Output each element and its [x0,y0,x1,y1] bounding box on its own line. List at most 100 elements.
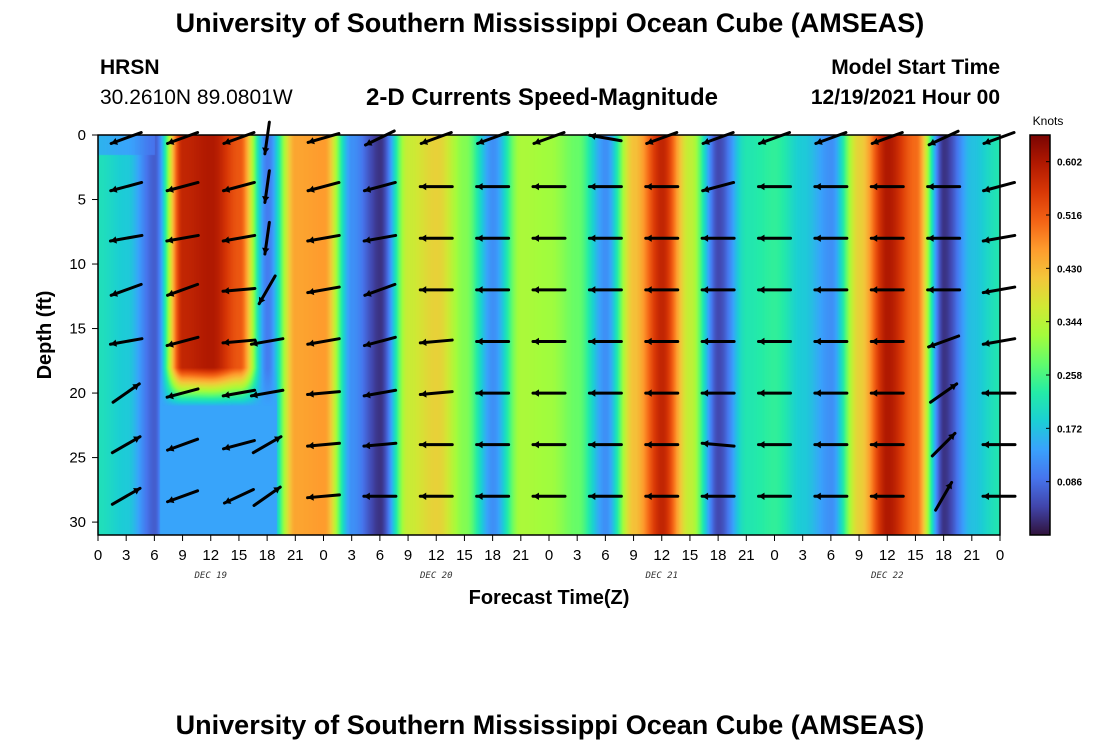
x-tick-label: 3 [799,547,807,564]
vector-arrowhead [983,441,989,449]
x-tick-label: 6 [827,547,835,564]
vector-arrowhead [308,137,315,145]
vector-arrowhead [645,286,652,294]
vector-arrowhead [223,391,230,399]
vector-arrowhead [871,286,878,294]
vector-arrowhead [589,182,596,191]
vector-arrowhead [363,441,371,450]
vector-arrowhead [929,138,937,146]
x-tick-label: 15 [231,547,248,564]
vector-arrowhead [167,340,174,348]
vector-arrowhead [273,436,281,443]
vector-arrowhead [307,493,314,501]
vector-arrowhead [167,444,175,452]
vector-arrowhead [589,337,596,346]
vector-arrowhead [476,441,483,449]
vector-arrowhead [645,492,652,500]
vector-arrowhead [945,482,952,490]
vector-arrowhead [133,488,141,495]
vector-arrowhead [928,341,936,349]
vector-arrowhead [702,234,709,242]
x-tick-label: 6 [150,547,158,564]
vector-arrowhead [702,185,710,193]
vector-arrowhead [420,390,427,398]
vector-arrowhead [758,286,765,294]
vector-arrowhead [814,389,821,397]
vector-arrowhead [589,132,597,140]
vector-arrowhead [167,185,174,193]
x-tick-label: 3 [122,547,130,564]
speed-heatmap [98,135,1000,535]
vector-arrowhead [167,137,175,145]
vector-arrowhead [307,287,315,296]
vector-arrowhead [476,389,483,397]
vector-arrowhead [871,182,878,191]
x-tick-label: 15 [456,547,473,564]
vector-arrowhead [111,289,119,297]
station-coordinates: 30.2610N 89.0801W [100,86,293,109]
vector-arrowhead [307,441,314,450]
model-start-label: Model Start Time [831,56,1000,79]
colorbar-label: 0.430 [1057,264,1082,275]
x-tick-label: 9 [629,547,637,564]
colorbar-label: 0.602 [1057,158,1082,169]
vector-arrowhead [814,337,821,346]
vector-arrowhead [983,236,990,244]
vector-arrowhead [983,185,991,193]
vector-arrowhead [420,338,427,346]
model-start-value: 12/19/2021 Hour 00 [810,86,1000,109]
vector-arrowhead [758,389,765,397]
vector-arrowhead [166,236,174,244]
x-tick-label: 0 [319,547,327,564]
vector-arrowhead [759,137,767,145]
vector-arrowhead [223,137,231,145]
vector-arrowhead [871,234,878,242]
vector-arrowhead [983,389,989,397]
vector-arrowhead [167,289,175,297]
day-label: DEC 21 [644,571,678,581]
x-tick-label: 18 [259,547,276,564]
x-tick-label: 3 [573,547,581,564]
vector-arrowhead [258,296,266,304]
vector-arrowhead [702,492,709,500]
vector-arrowhead [364,391,371,399]
x-tick-label: 21 [287,547,304,564]
colorbar-label: 0.172 [1057,424,1082,435]
vector-arrowhead [308,185,315,193]
vector-arrowhead [223,185,231,193]
vector-arrowhead [983,287,990,296]
x-tick-label: 6 [376,547,384,564]
vector-arrowhead [814,441,821,449]
vector-arrowhead [589,286,596,294]
vector-arrowhead [533,182,539,191]
vector-arrowhead [758,182,765,191]
vector-arrowhead [533,337,539,346]
vector-arrowhead [949,383,957,391]
vector-arrowhead [871,492,878,500]
vector-arrowhead [307,339,315,347]
x-tick-label: 9 [855,547,863,564]
vector-arrowhead [702,286,709,294]
x-axis-title: Forecast Time(Z) [469,587,630,609]
vector-arrowhead [364,289,372,297]
y-tick-label: 30 [69,514,86,531]
vector-arrowhead [420,182,427,191]
vector-arrowhead [983,137,991,145]
vector-arrowhead [222,338,230,346]
vector-arrowhead [420,492,427,500]
vector-arrowhead [476,286,483,294]
vector-arrowhead [132,383,140,391]
vector-arrowhead [307,236,315,244]
y-tick-label: 0 [78,127,86,144]
vector-arrowhead [476,337,483,346]
vector-arrowhead [927,182,934,191]
colorbar [1029,134,1051,536]
vector-arrowhead [702,440,709,448]
day-label: DEC 20 [419,571,453,581]
vector-arrowhead [814,234,821,242]
colorbar-label: 0.344 [1057,318,1082,329]
y-tick-label: 15 [69,321,86,338]
vector-arrowhead [927,234,934,242]
x-tick-label: 18 [935,547,952,564]
